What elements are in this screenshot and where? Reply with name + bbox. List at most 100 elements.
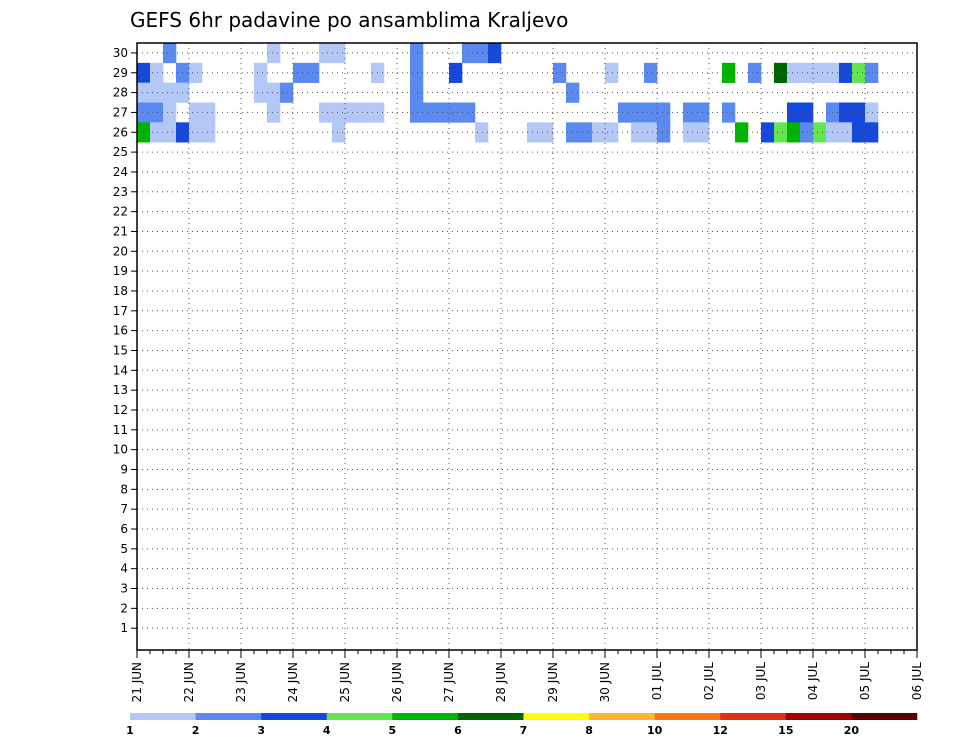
heatmap-cell	[254, 62, 268, 83]
heatmap-cell	[800, 102, 814, 123]
heatmap-cell	[852, 102, 866, 123]
heatmap-cell	[592, 122, 606, 143]
x-tick-label: 24 JUN	[286, 662, 300, 702]
y-tick-label: 23	[113, 185, 128, 199]
heatmap-cell	[332, 43, 346, 64]
colorbar-swatch	[195, 713, 262, 720]
heatmap-cell	[839, 122, 853, 143]
colorbar-label: 1	[126, 724, 134, 737]
x-tick-label: 29 JUN	[546, 662, 560, 702]
heatmap-cell	[787, 62, 801, 83]
x-tick-label: 30 JUN	[598, 662, 612, 702]
heatmap-cell	[345, 102, 359, 123]
heatmap-cell	[644, 62, 658, 83]
colorbar-label: 3	[257, 724, 265, 737]
heatmap-cell	[189, 122, 203, 143]
heatmap-cell	[644, 122, 658, 143]
heatmap-cell	[852, 62, 866, 83]
heatmap-cell	[787, 122, 801, 143]
x-tick-label: 03 JUL	[754, 662, 768, 700]
heatmap-cell	[267, 102, 281, 123]
heatmap-cell	[605, 122, 619, 143]
heatmap-cell	[722, 62, 736, 83]
y-tick-label: 27	[113, 105, 128, 119]
y-tick-label: 22	[113, 205, 128, 219]
y-tick-label: 9	[120, 462, 128, 476]
heatmap-cell	[189, 62, 203, 83]
heatmap-cell	[410, 102, 424, 123]
heatmap-cell	[618, 102, 632, 123]
heatmap-cell	[410, 62, 424, 83]
y-tick-label: 2	[120, 601, 128, 615]
heatmap-cell	[202, 122, 216, 143]
colorbar-label: 20	[844, 724, 860, 737]
heatmap-cell	[540, 122, 554, 143]
x-tick-label: 22 JUN	[182, 662, 196, 702]
y-tick-label: 18	[113, 284, 128, 298]
colorbar-label: 15	[778, 724, 793, 737]
x-tick-label: 02 JUL	[702, 662, 716, 700]
heatmap-cell	[137, 102, 151, 123]
heatmap-cell	[813, 62, 827, 83]
colorbar-swatch	[261, 713, 328, 720]
heatmap-cell	[137, 122, 151, 143]
heatmap-cell	[787, 102, 801, 123]
y-axis: 1234567891011121314151617181920212223242…	[113, 46, 137, 635]
heatmap-cell	[163, 82, 177, 103]
colorbar-label: 7	[520, 724, 528, 737]
x-tick-label: 28 JUN	[494, 662, 508, 702]
heatmap-cell	[319, 102, 333, 123]
heatmap-cell	[852, 122, 866, 143]
colorbar: 1 2 3 4 5 6 7 8 10 12 15 20	[126, 713, 918, 737]
colorbar-swatch	[720, 713, 787, 720]
heatmap-cell	[267, 82, 281, 103]
heatmap-cell	[657, 122, 671, 143]
y-tick-label: 8	[120, 482, 128, 496]
y-tick-label: 10	[113, 443, 128, 457]
heatmap-cell	[839, 102, 853, 123]
heatmap-cell	[774, 122, 788, 143]
y-tick-label: 20	[113, 244, 128, 258]
heatmap-cell	[553, 62, 567, 83]
heatmap-cell	[189, 102, 203, 123]
heatmap-cell	[865, 122, 879, 143]
colorbar-swatch	[130, 713, 196, 720]
heatmap-cell	[605, 62, 619, 83]
heatmap-cell	[423, 102, 437, 123]
heatmap-cell	[449, 62, 463, 83]
heatmap-cell	[319, 43, 333, 64]
heatmap-cell	[150, 102, 164, 123]
heatmap-cell	[839, 62, 853, 83]
colorbar-swatch	[392, 713, 459, 720]
x-tick-label: 25 JUN	[338, 662, 352, 702]
x-axis: 21 JUN 22 JUN 23 JUN 24 JUN 25 JUN 26 JUN 27 J…	[130, 650, 924, 702]
heatmap-cell	[748, 62, 762, 83]
heatmap-cell	[332, 102, 346, 123]
heatmap-cell	[150, 62, 164, 83]
heatmap-cell	[527, 122, 541, 143]
y-tick-label: 17	[113, 304, 128, 318]
y-tick-label: 25	[113, 145, 128, 159]
heatmap-cell	[410, 82, 424, 103]
heatmap-cell	[579, 122, 593, 143]
y-tick-label: 3	[120, 582, 128, 596]
colorbar-swatch	[785, 713, 852, 720]
heatmap-cell	[774, 62, 788, 83]
y-tick-label: 11	[113, 423, 128, 437]
heatmap-cell	[683, 102, 697, 123]
y-tick-label: 24	[113, 165, 128, 179]
y-tick-label: 13	[113, 383, 128, 397]
y-tick-label: 29	[113, 66, 128, 80]
heatmap-cell	[462, 102, 476, 123]
x-tick-label: 23 JUN	[234, 662, 248, 702]
y-tick-label: 12	[113, 403, 128, 417]
heatmap-cell	[475, 122, 489, 143]
y-tick-label: 5	[120, 542, 128, 556]
y-tick-label: 28	[113, 86, 128, 100]
y-tick-label: 7	[120, 502, 128, 516]
colorbar-label: 6	[454, 724, 462, 737]
heatmap-cell	[150, 82, 164, 103]
colorbar-swatch	[654, 713, 721, 720]
y-tick-label: 14	[113, 363, 128, 377]
